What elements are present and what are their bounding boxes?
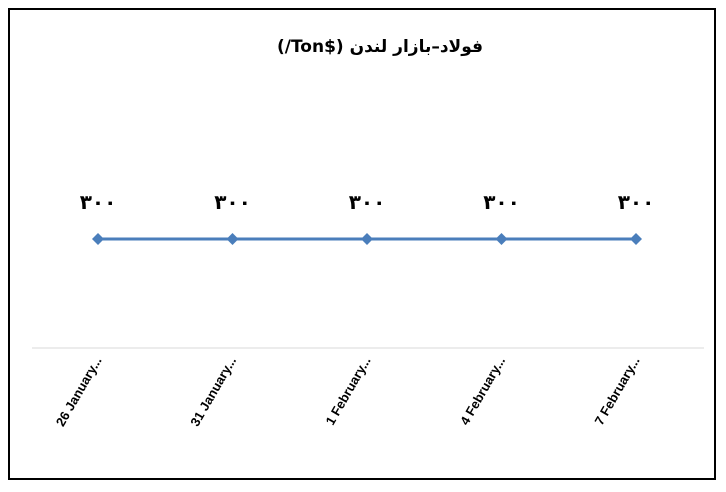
data-labels-group: ۳۰۰ ۳۰۰ ۳۰۰ ۳۰۰ ۳۰۰ xyxy=(80,190,655,214)
chart-title: فولاد–بازار لندن ($Ton/) xyxy=(277,37,483,57)
data-point-marker xyxy=(226,233,239,245)
data-label: ۳۰۰ xyxy=(618,190,655,214)
data-label: ۳۰۰ xyxy=(483,190,520,214)
data-label: ۳۰۰ xyxy=(214,190,251,214)
data-label: ۳۰۰ xyxy=(349,190,386,214)
markers-group xyxy=(92,233,642,245)
x-tick-label: 4 February... xyxy=(457,354,508,428)
data-point-marker xyxy=(361,233,373,245)
x-tick-label: 1 February... xyxy=(322,354,373,428)
data-point-marker xyxy=(630,233,642,245)
data-point-marker xyxy=(92,233,104,245)
data-point-marker xyxy=(495,233,508,245)
chart-svg: فولاد–بازار لندن ($Ton/) ۳۰۰ ۳۰۰ ۳۰۰ ۳۰۰ ۳۰۰… xyxy=(32,37,704,429)
x-tick-label: 26 January... xyxy=(53,354,105,429)
data-label: ۳۰۰ xyxy=(80,190,117,214)
chart-frame: فولاد–بازار لندن ($Ton/) ۳۰۰ ۳۰۰ ۳۰۰ ۳۰۰ ۳۰۰… xyxy=(8,8,716,480)
x-tick-label: 7 February... xyxy=(591,354,642,428)
x-tick-labels-group: 26 January... 31 January... 1 February... 4… xyxy=(53,354,643,429)
x-tick-label: 31 January... xyxy=(187,354,239,429)
